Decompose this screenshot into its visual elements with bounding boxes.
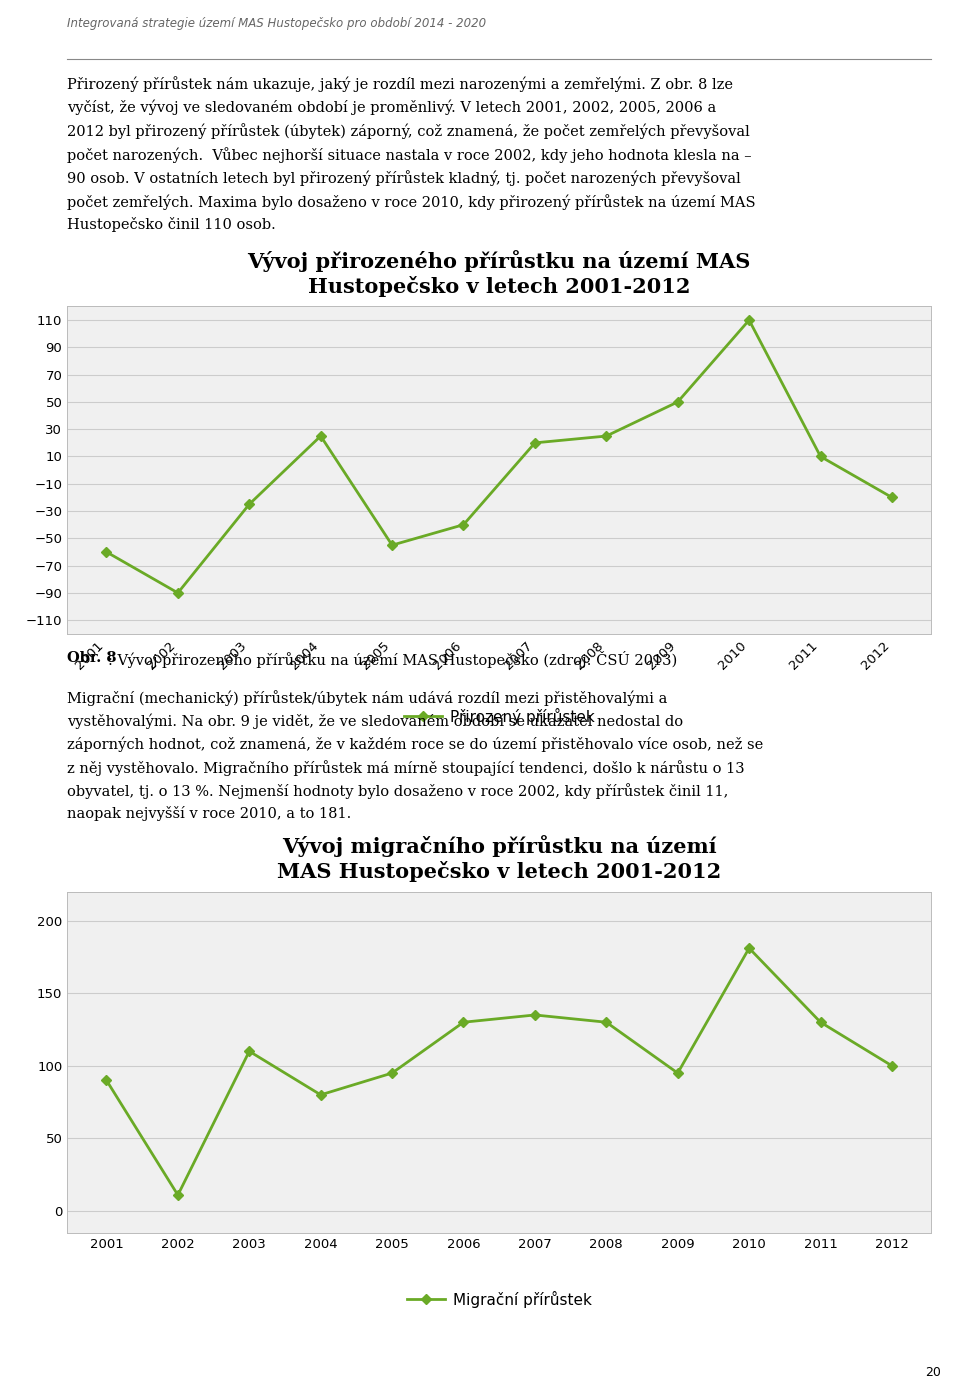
Text: Migrační (mechanický) přírůstek/úbytek nám udává rozdíl mezi přistěhovalými a
vy: Migrační (mechanický) přírůstek/úbytek n… — [67, 690, 763, 822]
Přirozený přírůstek — [172, 585, 183, 602]
Line: Přirozený přírůstek: Přirozený přírůstek — [103, 316, 896, 596]
Přirozený přírůstek — [101, 543, 112, 560]
Text: Obr. 8: Obr. 8 — [67, 651, 117, 664]
Text: : Vývoj přirozeného přírůstku na území MAS Hustopečsko (zdroj: ČSÚ 2013): : Vývoj přirozeného přírůstku na území M… — [108, 651, 677, 667]
Přirozený přírůstek — [386, 536, 397, 553]
Text: Přirozený přírůstek nám ukazuje, jaký je rozdíl mezi narozenými a zemřelými. Z o: Přirozený přírůstek nám ukazuje, jaký je… — [67, 77, 756, 233]
Přirozený přírůstek — [743, 312, 755, 329]
Migrační přírůstek — [172, 1187, 183, 1204]
Migrační přírůstek — [244, 1043, 255, 1060]
Migrační přírůstek — [458, 1014, 469, 1031]
Přirozený přírůstek — [601, 428, 612, 444]
Migrační přírůstek — [529, 1007, 540, 1024]
Přirozený přírůstek — [886, 489, 898, 506]
Přirozený přírůstek — [458, 517, 469, 534]
Přirozený přírůstek — [529, 435, 540, 451]
Migrační přírůstek — [886, 1057, 898, 1074]
Text: Integrovaná strategie území MAS Hustopečsko pro období 2014 - 2020: Integrovaná strategie území MAS Hustopeč… — [67, 17, 487, 29]
Migrační přírůstek — [601, 1014, 612, 1031]
Migrační přírůstek — [386, 1064, 397, 1081]
Přirozený přírůstek — [244, 496, 255, 513]
Legend: Přirozený přírůstek: Přirozený přírůstek — [397, 702, 601, 731]
Legend: Migrační přírůstek: Migrační přírůstek — [400, 1284, 598, 1314]
Migrační přírůstek — [815, 1014, 827, 1031]
Přirozený přírůstek — [815, 449, 827, 465]
Title: Vývoj migračního přírůstku na území
MAS Hustopečsko v letech 2001-2012: Vývoj migračního přírůstku na území MAS … — [277, 836, 721, 882]
Migrační přírůstek — [743, 940, 755, 957]
Přirozený přírůstek — [672, 394, 684, 411]
Title: Vývoj přirozeného přírůstku na území MAS
Hustopečsko v letech 2001-2012: Vývoj přirozeného přírůstku na území MAS… — [248, 251, 751, 297]
Přirozený přírůstek — [315, 428, 326, 444]
Text: 20: 20 — [924, 1365, 941, 1379]
Migrační přírůstek — [672, 1064, 684, 1081]
Migrační přírůstek — [101, 1073, 112, 1089]
Migrační přírůstek — [315, 1087, 326, 1103]
Line: Migrační přírůstek: Migrační přírůstek — [103, 944, 896, 1198]
